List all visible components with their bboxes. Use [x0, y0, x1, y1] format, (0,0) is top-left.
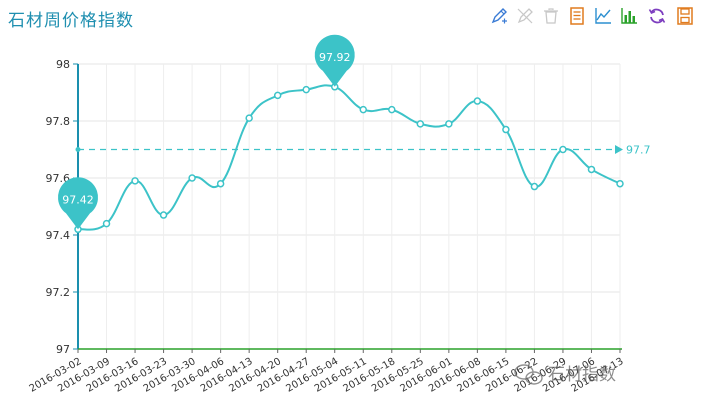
average-line-label: 97.7: [626, 144, 651, 157]
data-point[interactable]: [102, 219, 111, 228]
mark-undo-icon[interactable]: [515, 6, 535, 26]
min-pin-shape: [58, 177, 98, 230]
data-point[interactable]: [216, 179, 225, 188]
max-pin-label: 97.92: [319, 51, 351, 64]
data-point[interactable]: [559, 145, 567, 154]
y-tick-label: 97.8: [46, 115, 71, 128]
data-point[interactable]: [188, 174, 196, 182]
data-point[interactable]: [388, 105, 396, 114]
data-point[interactable]: [587, 165, 596, 174]
y-tick-label: 97: [56, 343, 70, 356]
y-tick-label: 97.6: [46, 172, 71, 185]
series-line: [77, 84, 621, 231]
data-point[interactable]: [445, 120, 453, 128]
data-point[interactable]: [502, 125, 510, 134]
data-point[interactable]: [616, 179, 624, 188]
data-point[interactable]: [416, 120, 425, 128]
save-image-icon[interactable]: [675, 6, 695, 26]
data-point[interactable]: [530, 182, 539, 191]
data-point[interactable]: [473, 97, 482, 105]
grid: [77, 63, 621, 350]
max-pin-shape: [314, 34, 355, 87]
data-point[interactable]: [273, 91, 282, 100]
mark-clear-icon[interactable]: [541, 6, 561, 26]
watermark-logo-small: [525, 371, 543, 385]
min-pin-label: 97.42: [62, 193, 94, 206]
data-point[interactable]: [245, 114, 253, 122]
mark-icon[interactable]: [489, 6, 509, 26]
toolbox: [489, 6, 699, 26]
data-point[interactable]: [359, 105, 368, 114]
y-tick-label: 98: [56, 58, 70, 71]
average-line-start: [75, 147, 81, 152]
bar-chart-icon[interactable]: [619, 6, 639, 26]
data-point[interactable]: [131, 177, 139, 185]
y-tick-label: 97.4: [46, 229, 71, 242]
line-chart-icon[interactable]: [593, 6, 613, 26]
chart-title: 石材周价格指数: [8, 11, 134, 31]
restore-icon[interactable]: [647, 6, 667, 26]
average-line-arrow: [615, 145, 623, 154]
data-point[interactable]: [302, 85, 310, 94]
data-point[interactable]: [159, 211, 168, 219]
watermark: 石材指数: [514, 364, 616, 385]
y-tick-label: 97.2: [46, 286, 71, 299]
max-pin[interactable]: 97.92: [314, 34, 355, 87]
min-pin[interactable]: 97.42: [58, 177, 98, 230]
watermark-text: 石材指数: [548, 365, 616, 385]
data-view-icon[interactable]: [567, 6, 587, 26]
